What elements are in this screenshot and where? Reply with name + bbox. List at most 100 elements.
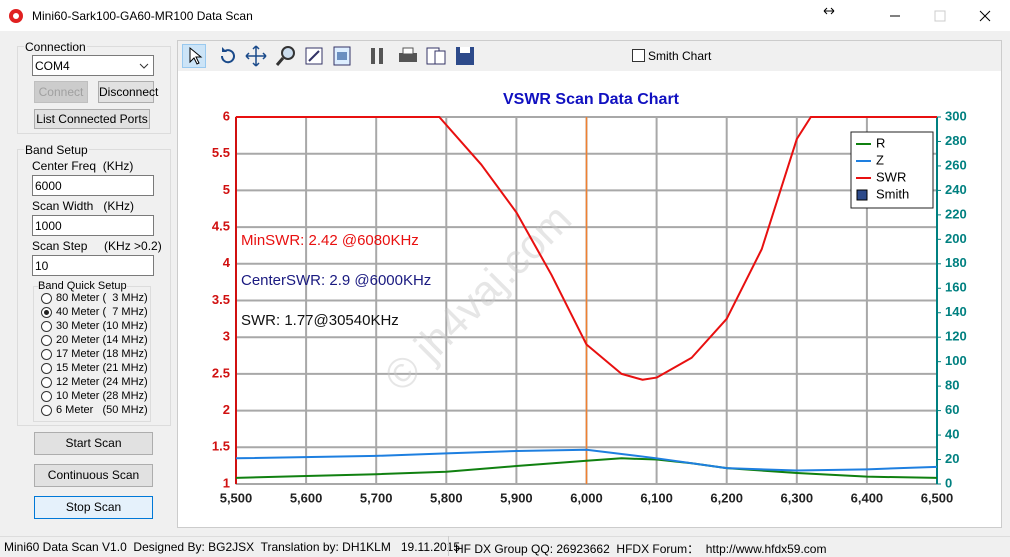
chart-title: VSWR Scan Data Chart: [503, 91, 680, 108]
radio-button[interactable]: [41, 377, 52, 388]
y2-tick-label: 140: [945, 304, 967, 319]
port-combo[interactable]: COM4: [32, 55, 154, 76]
x-tick-label: 6,500: [921, 490, 954, 505]
connect-button[interactable]: Connect: [34, 81, 88, 103]
series-line: [236, 116, 937, 381]
field-label: Center Freq (KHz): [32, 159, 134, 173]
radio-label[interactable]: 40 Meter ( 7 MHz): [56, 306, 148, 318]
y2-tick-label: 20: [945, 451, 959, 466]
y2-tick-label: 100: [945, 353, 967, 368]
series-line: [235, 448, 938, 472]
y-tick-label: 5.5: [212, 145, 230, 160]
series-line: [235, 457, 938, 479]
y2-tick-label: 180: [945, 255, 967, 270]
field-input[interactable]: 10: [32, 255, 154, 276]
x-tick-label: 5,600: [290, 490, 323, 505]
annotation: SWR: 1.77@30540KHz: [241, 312, 399, 329]
radio-button[interactable]: [41, 307, 52, 318]
group-label: Band Quick Setup: [38, 280, 127, 292]
y2-tick-label: 40: [945, 427, 959, 442]
chart: VSWR Scan Data Chart 5,500 5,600 5,700 5,80…: [212, 91, 967, 505]
radio-label[interactable]: 10 Meter (28 MHz): [56, 390, 148, 402]
radio-button[interactable]: [41, 293, 52, 304]
status-text: Mini60 Data Scan V1.0 Designed By: BG2JS…: [4, 540, 461, 554]
legend-swatch: [856, 189, 868, 201]
disconnect-button[interactable]: Disconnect: [98, 81, 158, 103]
continuous-scan-button[interactable]: Continuous Scan: [34, 464, 153, 487]
field-input[interactable]: 1000: [32, 215, 154, 236]
y-tick-label: 2.5: [212, 365, 230, 380]
y-tick-label: 4: [223, 255, 231, 270]
annotation: CenterSWR: 2.9 @6000KHz: [241, 272, 431, 289]
y-tick-label: 1: [223, 475, 230, 490]
radio-label[interactable]: 30 Meter (10 MHz): [56, 320, 148, 332]
port-value: COM4: [35, 59, 70, 73]
status-text: HF DX Group QQ: 26923662 HFDX Forum： htt…: [455, 542, 827, 556]
smith-checkbox-label[interactable]: Smith Chart: [648, 49, 712, 63]
y-tick-label: 4.5: [212, 219, 230, 234]
radio-label[interactable]: 15 Meter (21 MHz): [56, 362, 148, 374]
app-icon: [9, 9, 23, 23]
radio-button[interactable]: [41, 335, 52, 346]
x-tick-label: 6,400: [851, 490, 884, 505]
y2-tick-label: 280: [945, 133, 967, 148]
start-scan-button[interactable]: Start Scan: [34, 432, 153, 455]
window-title: Mini60-Sark100-GA60-MR100 Data Scan: [32, 9, 253, 23]
radio-button[interactable]: [41, 405, 52, 416]
y2-tick-label: 120: [945, 329, 967, 344]
radio-button[interactable]: [41, 363, 52, 374]
stop-scan-button[interactable]: Stop Scan: [34, 496, 153, 519]
radio-label[interactable]: 20 Meter (14 MHz): [56, 334, 148, 346]
x-tick-label: 6,300: [781, 490, 814, 505]
field-label: Scan Width (KHz): [32, 199, 135, 213]
smith-checkbox[interactable]: [632, 49, 645, 62]
y-tick-label: 2: [223, 402, 230, 417]
window-controls[interactable]: [820, 6, 1010, 26]
x-tick-label: 5,700: [360, 490, 393, 505]
y2-tick-label: 220: [945, 206, 967, 221]
radio-button[interactable]: [41, 321, 52, 332]
radio-label[interactable]: 80 Meter ( 3 MHz): [56, 292, 148, 304]
toolbar-icons[interactable]: [216, 44, 496, 68]
annotation: MinSWR: 2.42 @6080KHz: [241, 232, 419, 249]
y2-tick-label: 80: [945, 378, 959, 393]
radio-label[interactable]: 12 Meter (24 MHz): [56, 376, 148, 388]
x-tick-label: 5,800: [430, 490, 463, 505]
pointer-tool[interactable]: [182, 44, 206, 68]
connection-group: [17, 46, 171, 134]
legend-label: SWR: [876, 169, 906, 184]
x-tick-label: 5,500: [220, 490, 253, 505]
list-ports-button[interactable]: List Connected Ports: [34, 109, 150, 129]
y2-tick-label: 260: [945, 157, 967, 172]
field-label: Scan Step (KHz >0.2): [32, 239, 162, 253]
legend-label: Smith: [876, 186, 909, 201]
x-tick-label: 6,200: [710, 490, 743, 505]
radio-label[interactable]: 6 Meter (50 MHz): [56, 404, 148, 416]
radio-button[interactable]: [41, 391, 52, 402]
band-setup-group: [17, 149, 171, 426]
title-bar: [0, 0, 1010, 31]
y2-tick-label: 200: [945, 231, 967, 246]
x-tick-label: 6,000: [570, 490, 603, 505]
field-input[interactable]: 6000: [32, 175, 154, 196]
y2-tick-label: 160: [945, 280, 967, 295]
radio-label[interactable]: 17 Meter (18 MHz): [56, 348, 148, 360]
legend-label: R: [876, 135, 885, 150]
y2-tick-label: 240: [945, 182, 967, 197]
y-tick-label: 5: [223, 182, 230, 197]
y2-tick-label: 60: [945, 402, 959, 417]
x-tick-label: 6,100: [640, 490, 673, 505]
y2-tick-label: 0: [945, 475, 952, 490]
radio-button[interactable]: [41, 349, 52, 360]
status-bar: [0, 536, 1010, 557]
y-tick-label: 3: [223, 329, 230, 344]
y2-tick-label: 300: [945, 108, 967, 123]
x-tick-label: 5,900: [500, 490, 533, 505]
legend-label: Z: [876, 152, 884, 167]
group-label: Connection: [24, 40, 87, 54]
group-label: Band Setup: [24, 143, 89, 157]
y-tick-label: 6: [223, 108, 230, 123]
y-tick-label: 3.5: [212, 292, 230, 307]
y-tick-label: 1.5: [212, 439, 230, 454]
